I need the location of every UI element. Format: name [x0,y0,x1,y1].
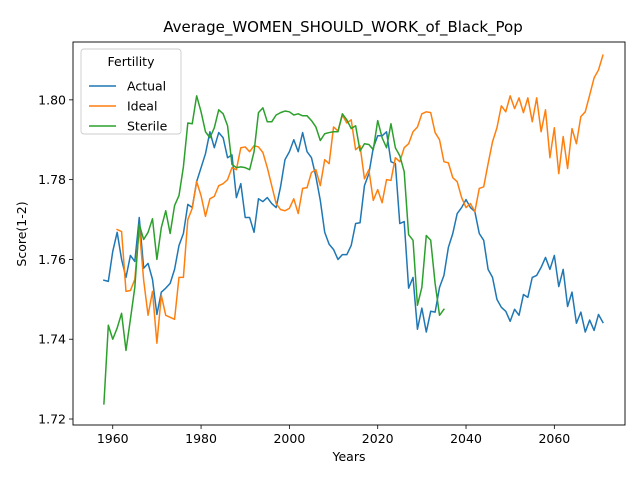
y-axis-label: Score(1-2) [14,201,29,266]
series-line-actual [102,131,604,333]
series-line-sterile [103,95,445,405]
x-tick-label: 1960 [97,431,129,446]
x-tick-label: 2040 [450,431,482,446]
y-tick-label: 1.76 [38,252,66,267]
legend: Fertility Actual Ideal Sterile [80,48,182,135]
chart-title: Average_WOMEN_SHOULD_WORK_of_Black_Pop [163,18,523,37]
x-axis-label: Years [332,449,366,464]
y-axis: 1.72 1.74 1.76 1.78 1.80 [38,92,73,427]
y-tick-label: 1.80 [38,92,66,107]
x-tick-label: 2060 [538,431,570,446]
legend-box [80,48,182,135]
x-tick-label: 2000 [273,431,305,446]
legend-label-ideal: Ideal [127,99,157,114]
legend-title: Fertility [108,54,156,69]
y-tick-label: 1.72 [38,412,66,427]
x-tick-label: 2020 [362,431,394,446]
legend-label-actual: Actual [127,79,166,94]
series-layer [102,54,604,405]
x-tick-label: 1980 [185,431,217,446]
x-axis: 1960 1980 2000 2020 2040 2060 [97,425,570,446]
y-tick-label: 1.74 [38,332,66,347]
series-line-ideal [116,54,604,344]
y-tick-label: 1.78 [38,172,66,187]
legend-label-sterile: Sterile [127,119,168,134]
plot-frame [72,41,626,426]
legend-entries: Actual Ideal Sterile [89,79,168,134]
